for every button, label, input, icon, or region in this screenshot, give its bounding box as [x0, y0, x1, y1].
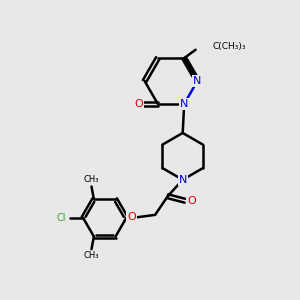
Text: N: N [193, 76, 202, 86]
Text: N: N [178, 175, 187, 185]
Text: O: O [187, 196, 196, 206]
Text: O: O [127, 212, 136, 222]
Text: C(CH₃)₃: C(CH₃)₃ [212, 42, 246, 51]
Text: Cl: Cl [56, 213, 66, 223]
Text: CH₃: CH₃ [84, 176, 99, 184]
Text: CH₃: CH₃ [84, 251, 99, 260]
Text: O: O [134, 99, 143, 109]
Text: N: N [180, 99, 188, 109]
